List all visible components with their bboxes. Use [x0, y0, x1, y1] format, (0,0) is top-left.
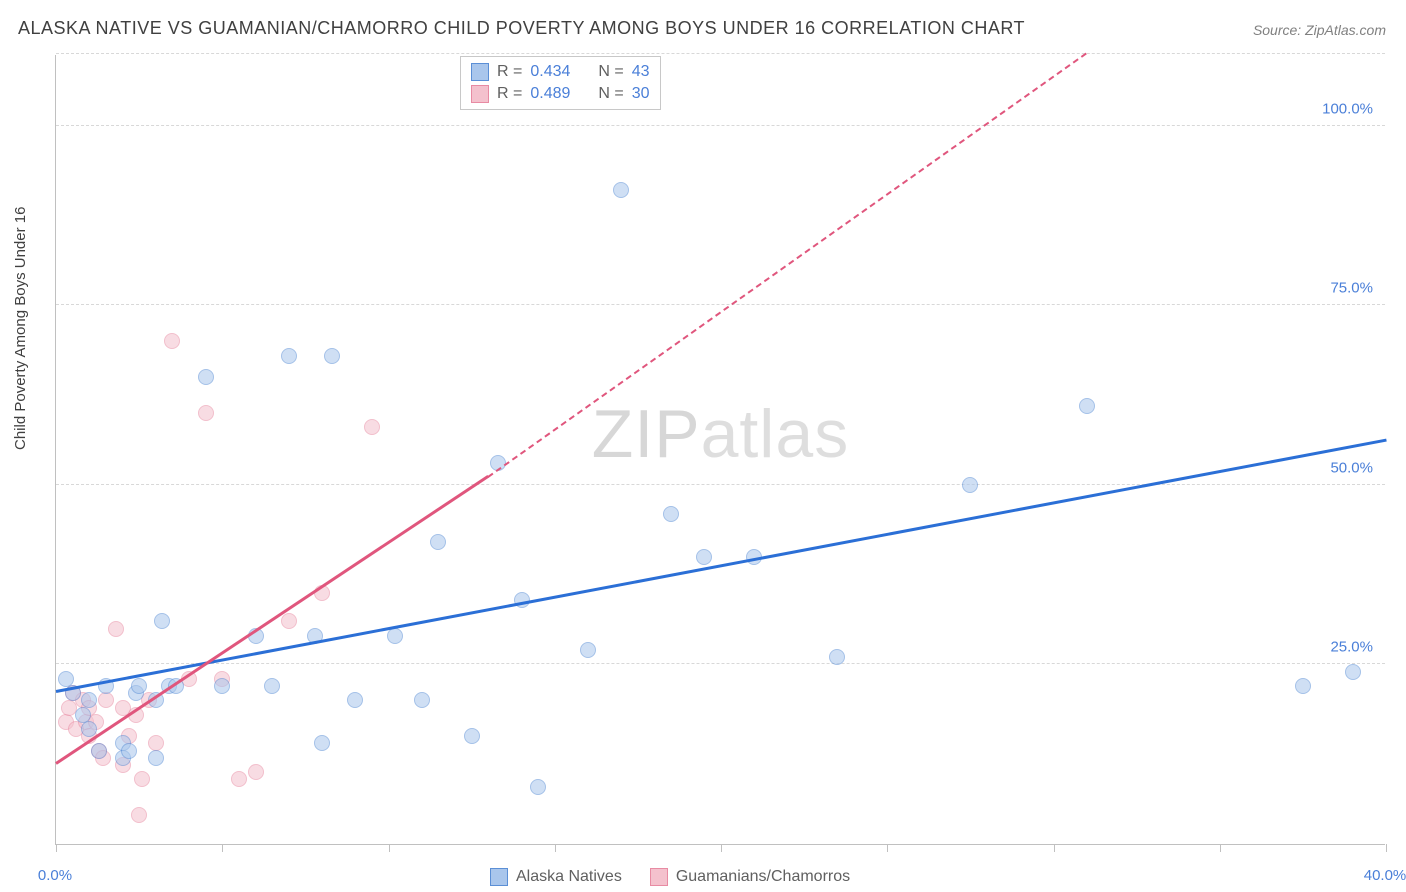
r-label: R =: [497, 63, 522, 81]
gridline: [56, 53, 1385, 54]
stats-row: R = 0.489 N = 30: [471, 83, 650, 105]
legend: Alaska Natives Guamanians/Chamorros: [490, 868, 850, 886]
data-point: [1079, 398, 1095, 414]
data-point: [430, 534, 446, 550]
data-point: [414, 692, 430, 708]
x-tick: [1386, 844, 1387, 852]
data-point: [281, 348, 297, 364]
n-value: 43: [632, 63, 650, 81]
legend-label: Alaska Natives: [516, 868, 622, 886]
x-tick-label: 40.0%: [1364, 867, 1406, 884]
data-point: [281, 613, 297, 629]
trend-line: [56, 439, 1387, 693]
gridline: [56, 663, 1385, 664]
gridline: [56, 304, 1385, 305]
n-value: 30: [632, 85, 650, 103]
x-tick: [887, 844, 888, 852]
data-point: [91, 743, 107, 759]
data-point: [198, 405, 214, 421]
stats-row: R = 0.434 N = 43: [471, 61, 650, 83]
x-tick: [1220, 844, 1221, 852]
legend-item: Alaska Natives: [490, 868, 622, 886]
data-point: [231, 771, 247, 787]
data-point: [387, 628, 403, 644]
n-label: N =: [598, 85, 623, 103]
data-point: [314, 735, 330, 751]
data-point: [580, 642, 596, 658]
r-value: 0.434: [530, 63, 570, 81]
n-label: N =: [598, 63, 623, 81]
source-attribution: Source: ZipAtlas.com: [1253, 22, 1386, 38]
legend-swatch: [490, 868, 508, 886]
gridline: [56, 484, 1385, 485]
y-tick-label: 50.0%: [1330, 459, 1373, 476]
y-tick-label: 100.0%: [1322, 100, 1373, 117]
y-tick-label: 75.0%: [1330, 280, 1373, 297]
watermark-thin: atlas: [701, 396, 850, 472]
data-point: [164, 333, 180, 349]
x-tick: [721, 844, 722, 852]
x-tick-label: 0.0%: [38, 867, 72, 884]
y-tick-label: 25.0%: [1330, 639, 1373, 656]
data-point: [829, 649, 845, 665]
legend-swatch: [471, 63, 489, 81]
data-point: [198, 369, 214, 385]
data-point: [264, 678, 280, 694]
legend-swatch: [471, 85, 489, 103]
watermark-bold: ZIP: [592, 396, 701, 472]
data-point: [131, 678, 147, 694]
legend-item: Guamanians/Chamorros: [650, 868, 850, 886]
data-point: [464, 728, 480, 744]
x-tick: [56, 844, 57, 852]
data-point: [663, 506, 679, 522]
y-axis-label: Child Poverty Among Boys Under 16: [12, 207, 29, 450]
data-point: [121, 743, 137, 759]
gridline: [56, 125, 1385, 126]
trend-line-extrapolated: [488, 52, 1088, 477]
data-point: [1345, 664, 1361, 680]
x-tick: [1054, 844, 1055, 852]
watermark: ZIPatlas: [592, 395, 849, 473]
legend-swatch: [650, 868, 668, 886]
data-point: [530, 779, 546, 795]
data-point: [108, 621, 124, 637]
data-point: [148, 750, 164, 766]
data-point: [154, 613, 170, 629]
data-point: [347, 692, 363, 708]
data-point: [98, 692, 114, 708]
plot-area: ZIPatlas 25.0% 50.0% 75.0% 100.0%: [55, 55, 1385, 845]
data-point: [81, 692, 97, 708]
data-point: [1295, 678, 1311, 694]
data-point: [962, 477, 978, 493]
r-label: R =: [497, 85, 522, 103]
r-value: 0.489: [530, 85, 570, 103]
x-tick: [222, 844, 223, 852]
data-point: [131, 807, 147, 823]
x-tick: [389, 844, 390, 852]
data-point: [134, 771, 150, 787]
x-tick: [555, 844, 556, 852]
chart-title: ALASKA NATIVE VS GUAMANIAN/CHAMORRO CHIL…: [18, 18, 1025, 39]
correlation-stats-box: R = 0.434 N = 43 R = 0.489 N = 30: [460, 56, 661, 110]
data-point: [324, 348, 340, 364]
data-point: [214, 678, 230, 694]
data-point: [696, 549, 712, 565]
legend-label: Guamanians/Chamorros: [676, 868, 850, 886]
data-point: [248, 764, 264, 780]
data-point: [364, 419, 380, 435]
data-point: [613, 182, 629, 198]
